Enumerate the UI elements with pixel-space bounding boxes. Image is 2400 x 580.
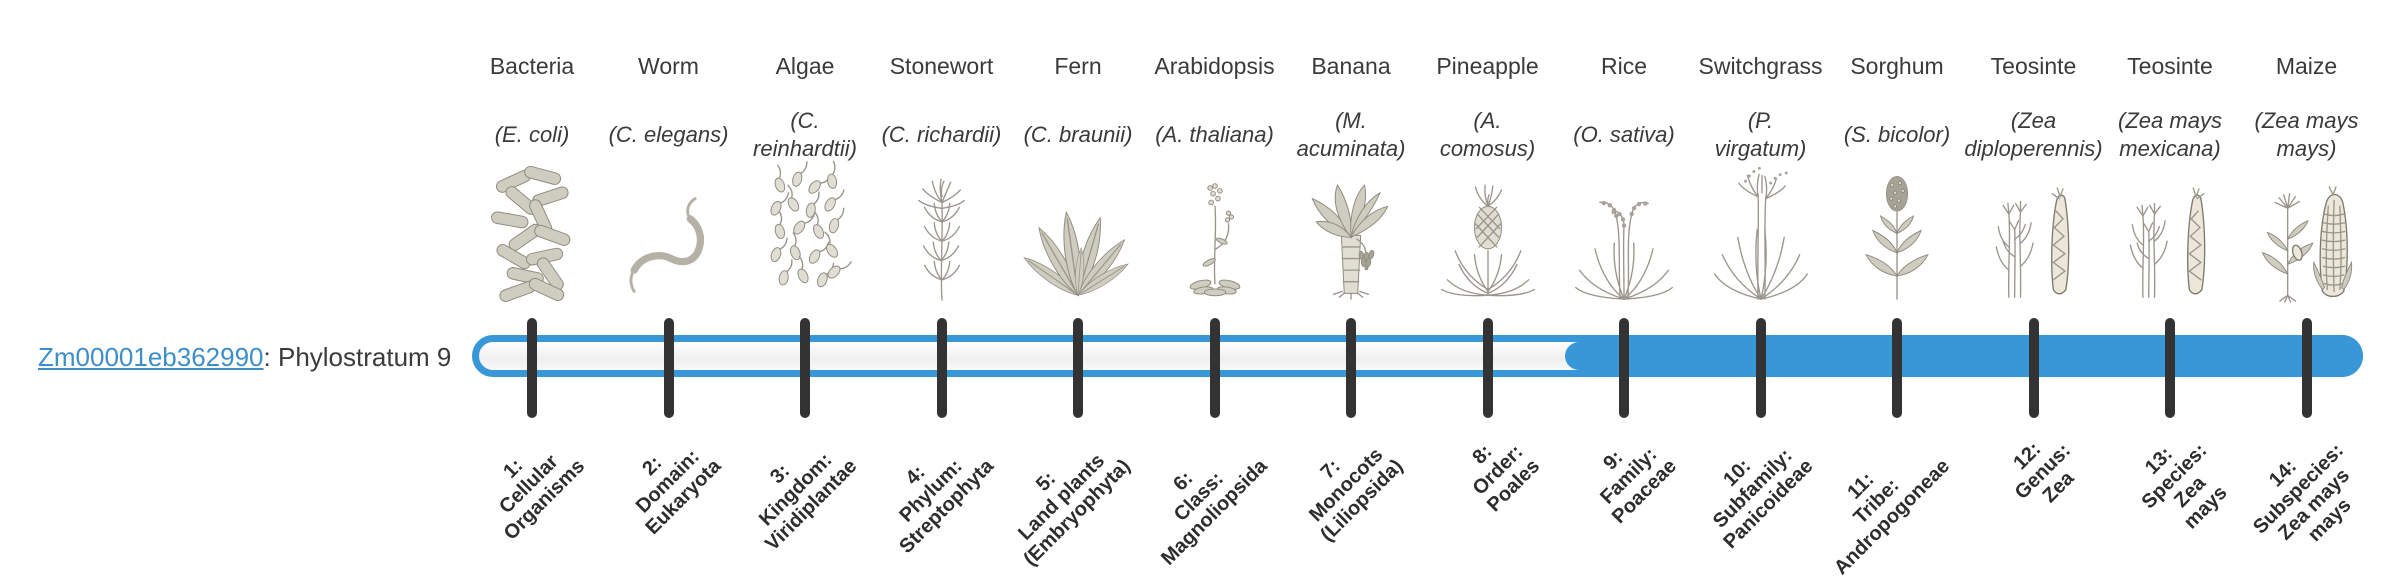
gene-label: Zm00001eb362990: Phylostratum 9 [38, 340, 451, 374]
phylostratum-tick [527, 318, 537, 418]
organism-column-banana: Banana (M. acuminata) [1283, 0, 1419, 580]
maize-icon [2239, 158, 2375, 303]
stage-label: 5: Land plants (Embryophyta) [1013, 449, 1135, 571]
phylostratum-tick [1346, 318, 1356, 418]
phylostratum-tick [1619, 318, 1629, 418]
organism-scientific-name: (M. acuminata) [1296, 108, 1406, 161]
organism-common-name: Rice [1600, 53, 1647, 79]
organism-column-arabidopsis: Arabidopsis (A. thaliana) 6: Class: M [1147, 0, 1283, 580]
organism-column-switchgrass: Switchgrass (P. virgatum) 10: Subfamily:… [1693, 0, 1829, 580]
phylostratum-tick [800, 318, 810, 418]
organism-column-teosinte-diploperennis: Teosinte (Zea diploperennis) 12: Genus: … [1964, 0, 2102, 580]
organism-common-name: Fern [1054, 53, 1102, 79]
phylostratum-tick [2028, 318, 2039, 418]
organism-common-name: Arabidopsis [1154, 53, 1275, 79]
organism-column-pineapple: Pineapple (A. comosus) 8: Order: Poales [1420, 0, 1556, 580]
stage-label: 8: Order: Poales [1468, 440, 1545, 517]
phylostratum-tick [1073, 318, 1083, 418]
algae-icon [737, 158, 873, 303]
organism-column-algae: Algae (C. reinhardtii) 3: Kingdom: Virid… [737, 0, 873, 580]
switchgrass-icon [1693, 158, 1829, 303]
phylostratum-tick [2165, 318, 2175, 418]
organism-column-rice: Rice (O. sativa) 9: Family: Poaceae [1556, 0, 1692, 580]
sorghum-icon [1829, 158, 1965, 303]
rice-icon [1556, 158, 1692, 303]
organism-scientific-name: (Zea mays mays) [2254, 108, 2359, 161]
organism-scientific-name: (E. coli) [494, 122, 570, 147]
fern-icon [1010, 158, 1146, 303]
phylostratum-tick [663, 318, 674, 418]
organism-column-worm: Worm (C. elegans) 2: Domain: Eukaryota [601, 0, 737, 580]
arabidopsis-icon [1147, 158, 1283, 303]
stage-label: 2: Domain: Eukaryota [631, 445, 726, 540]
organism-scientific-name: (P. virgatum) [1714, 108, 1807, 161]
phylostratum-text: : Phylostratum 9 [263, 342, 452, 372]
pineapple-icon [1420, 158, 1556, 303]
bacteria-icon [464, 158, 600, 303]
organism-column-teosinte-mexicana: Teosinte (Zea mays mexicana) 13: Species… [2102, 0, 2238, 580]
organism-scientific-name: (A. comosus) [1439, 108, 1536, 161]
organism-common-name: Worm [638, 53, 699, 79]
phylostratum-tick [1209, 318, 1220, 418]
organism-scientific-name: (C. braunii) [1023, 122, 1133, 147]
stage-label: 9: Family: Poaceae [1596, 443, 1681, 529]
stage-label: 3: Kingdom: Viridiplantae [755, 448, 862, 556]
organism-scientific-name: (C. richardii) [881, 122, 1002, 147]
organism-common-name: Sorghum [1850, 53, 1944, 79]
organism-common-name: Maize [2275, 53, 2338, 79]
organism-column-fern: Fern (C. braunii) 5: Land plants (Embryo… [1010, 0, 1146, 580]
organism-column-stonewort: Stonewort (C. richardii) 4: Phylum: Stre… [874, 0, 1010, 580]
phylostratum-tick [936, 318, 947, 418]
organism-common-name: Banana [1311, 53, 1391, 79]
worm-icon [601, 158, 737, 303]
organism-scientific-name: (S. bicolor) [1843, 122, 1951, 147]
organism-common-name: Bacteria [489, 53, 575, 79]
organism-column-bacteria: Bacteria (E. coli) 1: Cellular Organi [464, 0, 600, 580]
organism-common-name: Teosinte [2127, 53, 2213, 79]
stage-label: 13: Species: Zea mays [2137, 439, 2232, 534]
organism-common-name: Stonewort [889, 53, 994, 79]
organism-scientific-name: (A. thaliana) [1155, 122, 1274, 147]
organism-column-sorghum: Sorghum (S. bicolor) 11: Tribe: Andropog… [1829, 0, 1965, 580]
organism-scientific-name: (Zea mays mexicana) [2118, 108, 2222, 161]
organism-scientific-name: (C. elegans) [608, 122, 729, 147]
phylostratum-tick [1892, 318, 1902, 418]
teosinte-icon [2102, 158, 2238, 303]
organism-scientific-name: (Zea diploperennis) [1964, 108, 2103, 161]
organism-common-name: Algae [775, 53, 835, 79]
stage-label: 6: Class: Magnoliopsida [1156, 455, 1272, 570]
organism-common-name: Switchgrass [1698, 53, 1823, 79]
stage-label: 12: Genus: Zea [2008, 438, 2078, 508]
stage-label: 1: Cellular Organisms [494, 450, 589, 545]
phylostratum-tick [1755, 318, 1766, 418]
organism-common-name: Pineapple [1436, 53, 1539, 79]
phylostratum-tick [2301, 318, 2312, 418]
stonewort-icon [874, 158, 1010, 303]
phylostratum-tick [1482, 318, 1493, 418]
gene-link[interactable]: Zm00001eb362990 [38, 342, 264, 372]
organism-scientific-name: (O. sativa) [1573, 122, 1675, 147]
organism-scientific-name: (C. reinhardtii) [753, 108, 857, 161]
teosinte-icon [1966, 158, 2102, 303]
banana-icon [1283, 158, 1419, 303]
stage-label: 14: Subspecies: Zea mays mays [2248, 439, 2356, 546]
organism-common-name: Teosinte [1990, 53, 2077, 79]
organism-column-maize: Maize (Zea mays mays) 14: Subspecies: [2239, 0, 2375, 580]
stage-label: 7: Monocots (Liliopsida) [1305, 443, 1408, 547]
phylostratum-filled-range-end [1579, 335, 2363, 377]
stage-label: 4: Phylum: Streptophyta [895, 455, 999, 558]
stage-label: 10: Subfamily: Panicoideae [1708, 444, 1818, 554]
